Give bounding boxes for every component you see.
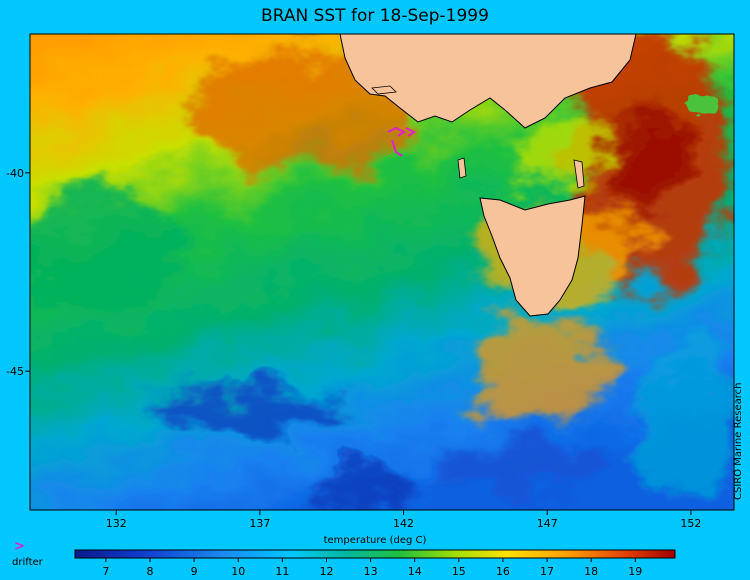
lat-tick-label: -40 bbox=[6, 167, 24, 180]
temperature-colorbar: 7 8 9 10 11 12 13 14 15 16 17 18 19 bbox=[74, 549, 676, 577]
lon-tick-label: 152 bbox=[680, 517, 701, 530]
colorbar-tick-label: 19 bbox=[628, 565, 642, 577]
sst-field bbox=[30, 34, 734, 510]
colorbar-tick-label: 13 bbox=[364, 565, 378, 577]
chart-title: BRAN SST for 18-Sep-1999 bbox=[261, 6, 489, 26]
longitude-ticks: 132 137 142 147 152 bbox=[106, 510, 701, 530]
lon-tick-label: 132 bbox=[106, 517, 127, 530]
plot-frame bbox=[29, 33, 735, 511]
drifter-legend-icon: > bbox=[14, 539, 25, 554]
lon-tick-label: 147 bbox=[537, 517, 558, 530]
credit-label: CSIRO Marine Research bbox=[733, 382, 744, 500]
colorbar-tick-label: 16 bbox=[496, 565, 510, 577]
king-island bbox=[457, 157, 467, 179]
colorbar-tick-label: 18 bbox=[584, 565, 598, 577]
lat-tick-label: -45 bbox=[6, 365, 24, 378]
flinders-island bbox=[573, 159, 585, 189]
colorbar-tick-label: 10 bbox=[231, 565, 245, 577]
colorbar-label: temperature (deg C) bbox=[323, 535, 427, 546]
kangaroo-island bbox=[371, 85, 397, 95]
colorbar-tick-label: 8 bbox=[147, 565, 154, 577]
tasmania-land bbox=[479, 195, 586, 317]
drifter-tracks bbox=[387, 126, 416, 157]
sst-map: 132 137 142 147 152 -40 -45 bbox=[6, 33, 735, 530]
lon-tick-label: 142 bbox=[393, 517, 414, 530]
colorbar-tick-label: 14 bbox=[408, 565, 422, 577]
colorbar-tick-label: 12 bbox=[319, 565, 333, 577]
latitude-ticks: -40 -45 bbox=[6, 167, 30, 378]
colorbar-tick-label: 9 bbox=[191, 565, 198, 577]
colorbar-tick-label: 7 bbox=[102, 565, 109, 577]
colorbar-tick-label: 17 bbox=[540, 565, 554, 577]
lon-tick-label: 137 bbox=[249, 517, 270, 530]
colorbar-tick-label: 11 bbox=[275, 565, 289, 577]
colorbar-tick-label: 15 bbox=[452, 565, 466, 577]
drifter-legend-label: drifter bbox=[12, 557, 43, 568]
mainland-land bbox=[339, 34, 637, 129]
